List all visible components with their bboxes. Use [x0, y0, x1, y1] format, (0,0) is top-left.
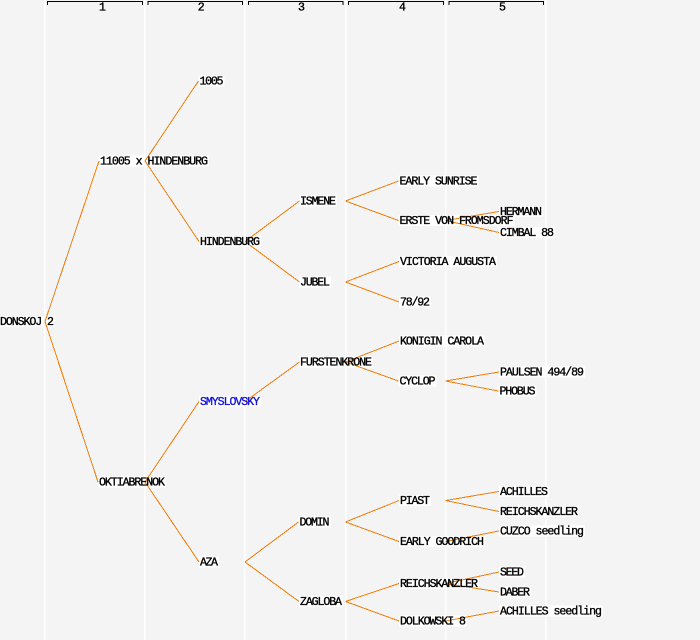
svg-text:CUZCO seedling: CUZCO seedling	[500, 526, 584, 539]
svg-text:1005: 1005	[200, 76, 224, 89]
svg-text:DOMIN: DOMIN	[300, 517, 330, 530]
svg-text:PIAST: PIAST	[400, 495, 430, 508]
svg-text:11005 x HINDENBURG: 11005 x HINDENBURG	[100, 156, 208, 169]
svg-text:DABER: DABER	[500, 587, 530, 600]
svg-text:CYCLOP: CYCLOP	[400, 376, 436, 389]
svg-text:1: 1	[99, 2, 106, 15]
svg-text:DOLKOWSKI 8: DOLKOWSKI 8	[400, 616, 466, 629]
svg-text:3: 3	[298, 2, 305, 15]
svg-text:VICTORIA AUGUSTA: VICTORIA AUGUSTA	[400, 256, 496, 269]
svg-text:ACHILLES: ACHILLES	[500, 486, 548, 499]
svg-text:REICHSKANZLER: REICHSKANZLER	[400, 578, 478, 591]
svg-text:PHOBUS: PHOBUS	[500, 386, 536, 399]
svg-text:FURSTENKRONE: FURSTENKRONE	[300, 357, 372, 370]
svg-text:ERSTE VON FROMSDORF: ERSTE VON FROMSDORF	[400, 215, 514, 228]
svg-text:REICHSKANZLER: REICHSKANZLER	[500, 506, 578, 519]
svg-text:EARLY SUNRISE: EARLY SUNRISE	[400, 176, 478, 189]
svg-text:ZAGLOBA: ZAGLOBA	[300, 596, 342, 609]
svg-text:SMYSLOVSKY: SMYSLOVSKY	[200, 396, 260, 409]
svg-text:SEED: SEED	[500, 567, 524, 580]
svg-text:5: 5	[499, 2, 506, 15]
svg-text:HINDENBURG: HINDENBURG	[200, 236, 260, 249]
svg-text:DONSKOJ 2: DONSKOJ 2	[0, 316, 54, 329]
svg-text:PAULSEN 494/89: PAULSEN 494/89	[500, 367, 584, 380]
svg-text:78/92: 78/92	[400, 297, 430, 310]
svg-text:KONIGIN CAROLA: KONIGIN CAROLA	[400, 336, 484, 349]
svg-text:AZA: AZA	[200, 557, 218, 570]
svg-text:CIMBAL 88: CIMBAL 88	[500, 227, 554, 240]
svg-text:4: 4	[399, 2, 406, 15]
svg-text:HERMANN: HERMANN	[500, 206, 542, 219]
svg-text:2: 2	[198, 2, 205, 15]
svg-text:ACHILLES seedling: ACHILLES seedling	[500, 606, 602, 619]
svg-text:EARLY GOODRICH: EARLY GOODRICH	[400, 536, 484, 549]
svg-text:ISMENE: ISMENE	[300, 196, 336, 209]
svg-text:JUBEL: JUBEL	[300, 277, 330, 290]
svg-text:OKTIABRENOK: OKTIABRENOK	[99, 477, 165, 490]
